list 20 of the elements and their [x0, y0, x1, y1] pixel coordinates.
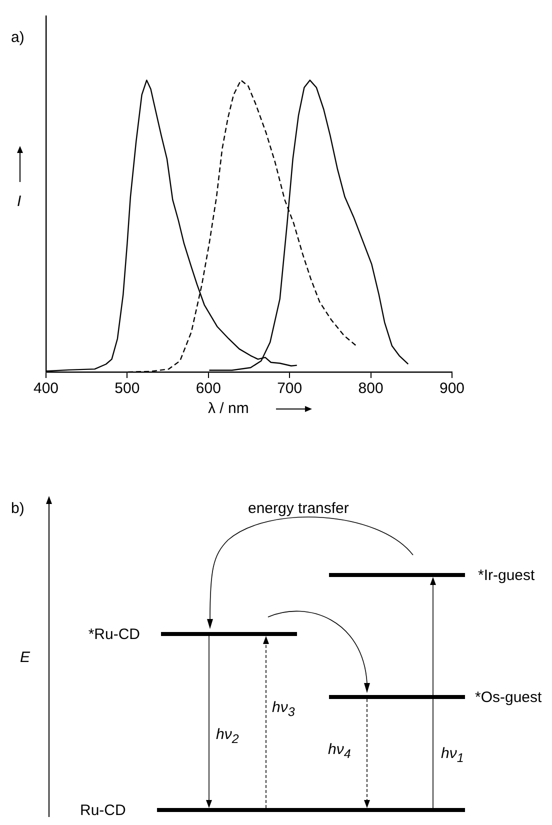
x-tick-label: 700: [277, 380, 302, 398]
text: hν$_{3}$: [272, 699, 295, 719]
text: b): [11, 500, 24, 517]
text: energy transfer: [248, 500, 349, 517]
x-tick-label: 400: [33, 380, 59, 398]
x-axis-title: λ / nm: [208, 400, 249, 417]
text: Ru-CD: [80, 802, 126, 819]
text: *Ru-CD: [88, 626, 140, 643]
x-tick-label: 900: [439, 380, 465, 398]
y-axis-title: I: [17, 193, 22, 210]
text: *Os-guest: [475, 689, 542, 706]
text: hν$_{1}$: [441, 745, 464, 765]
chart-title: a): [11, 29, 24, 46]
text: hν$_{4}$: [328, 741, 351, 761]
x-tick-label: 500: [114, 380, 140, 398]
text: E: [20, 649, 30, 666]
text: hν$_{2}$: [216, 726, 239, 746]
x-tick-label: 800: [358, 380, 384, 398]
x-tick-label: 600: [196, 380, 221, 398]
text: *Ir-guest: [478, 567, 535, 584]
